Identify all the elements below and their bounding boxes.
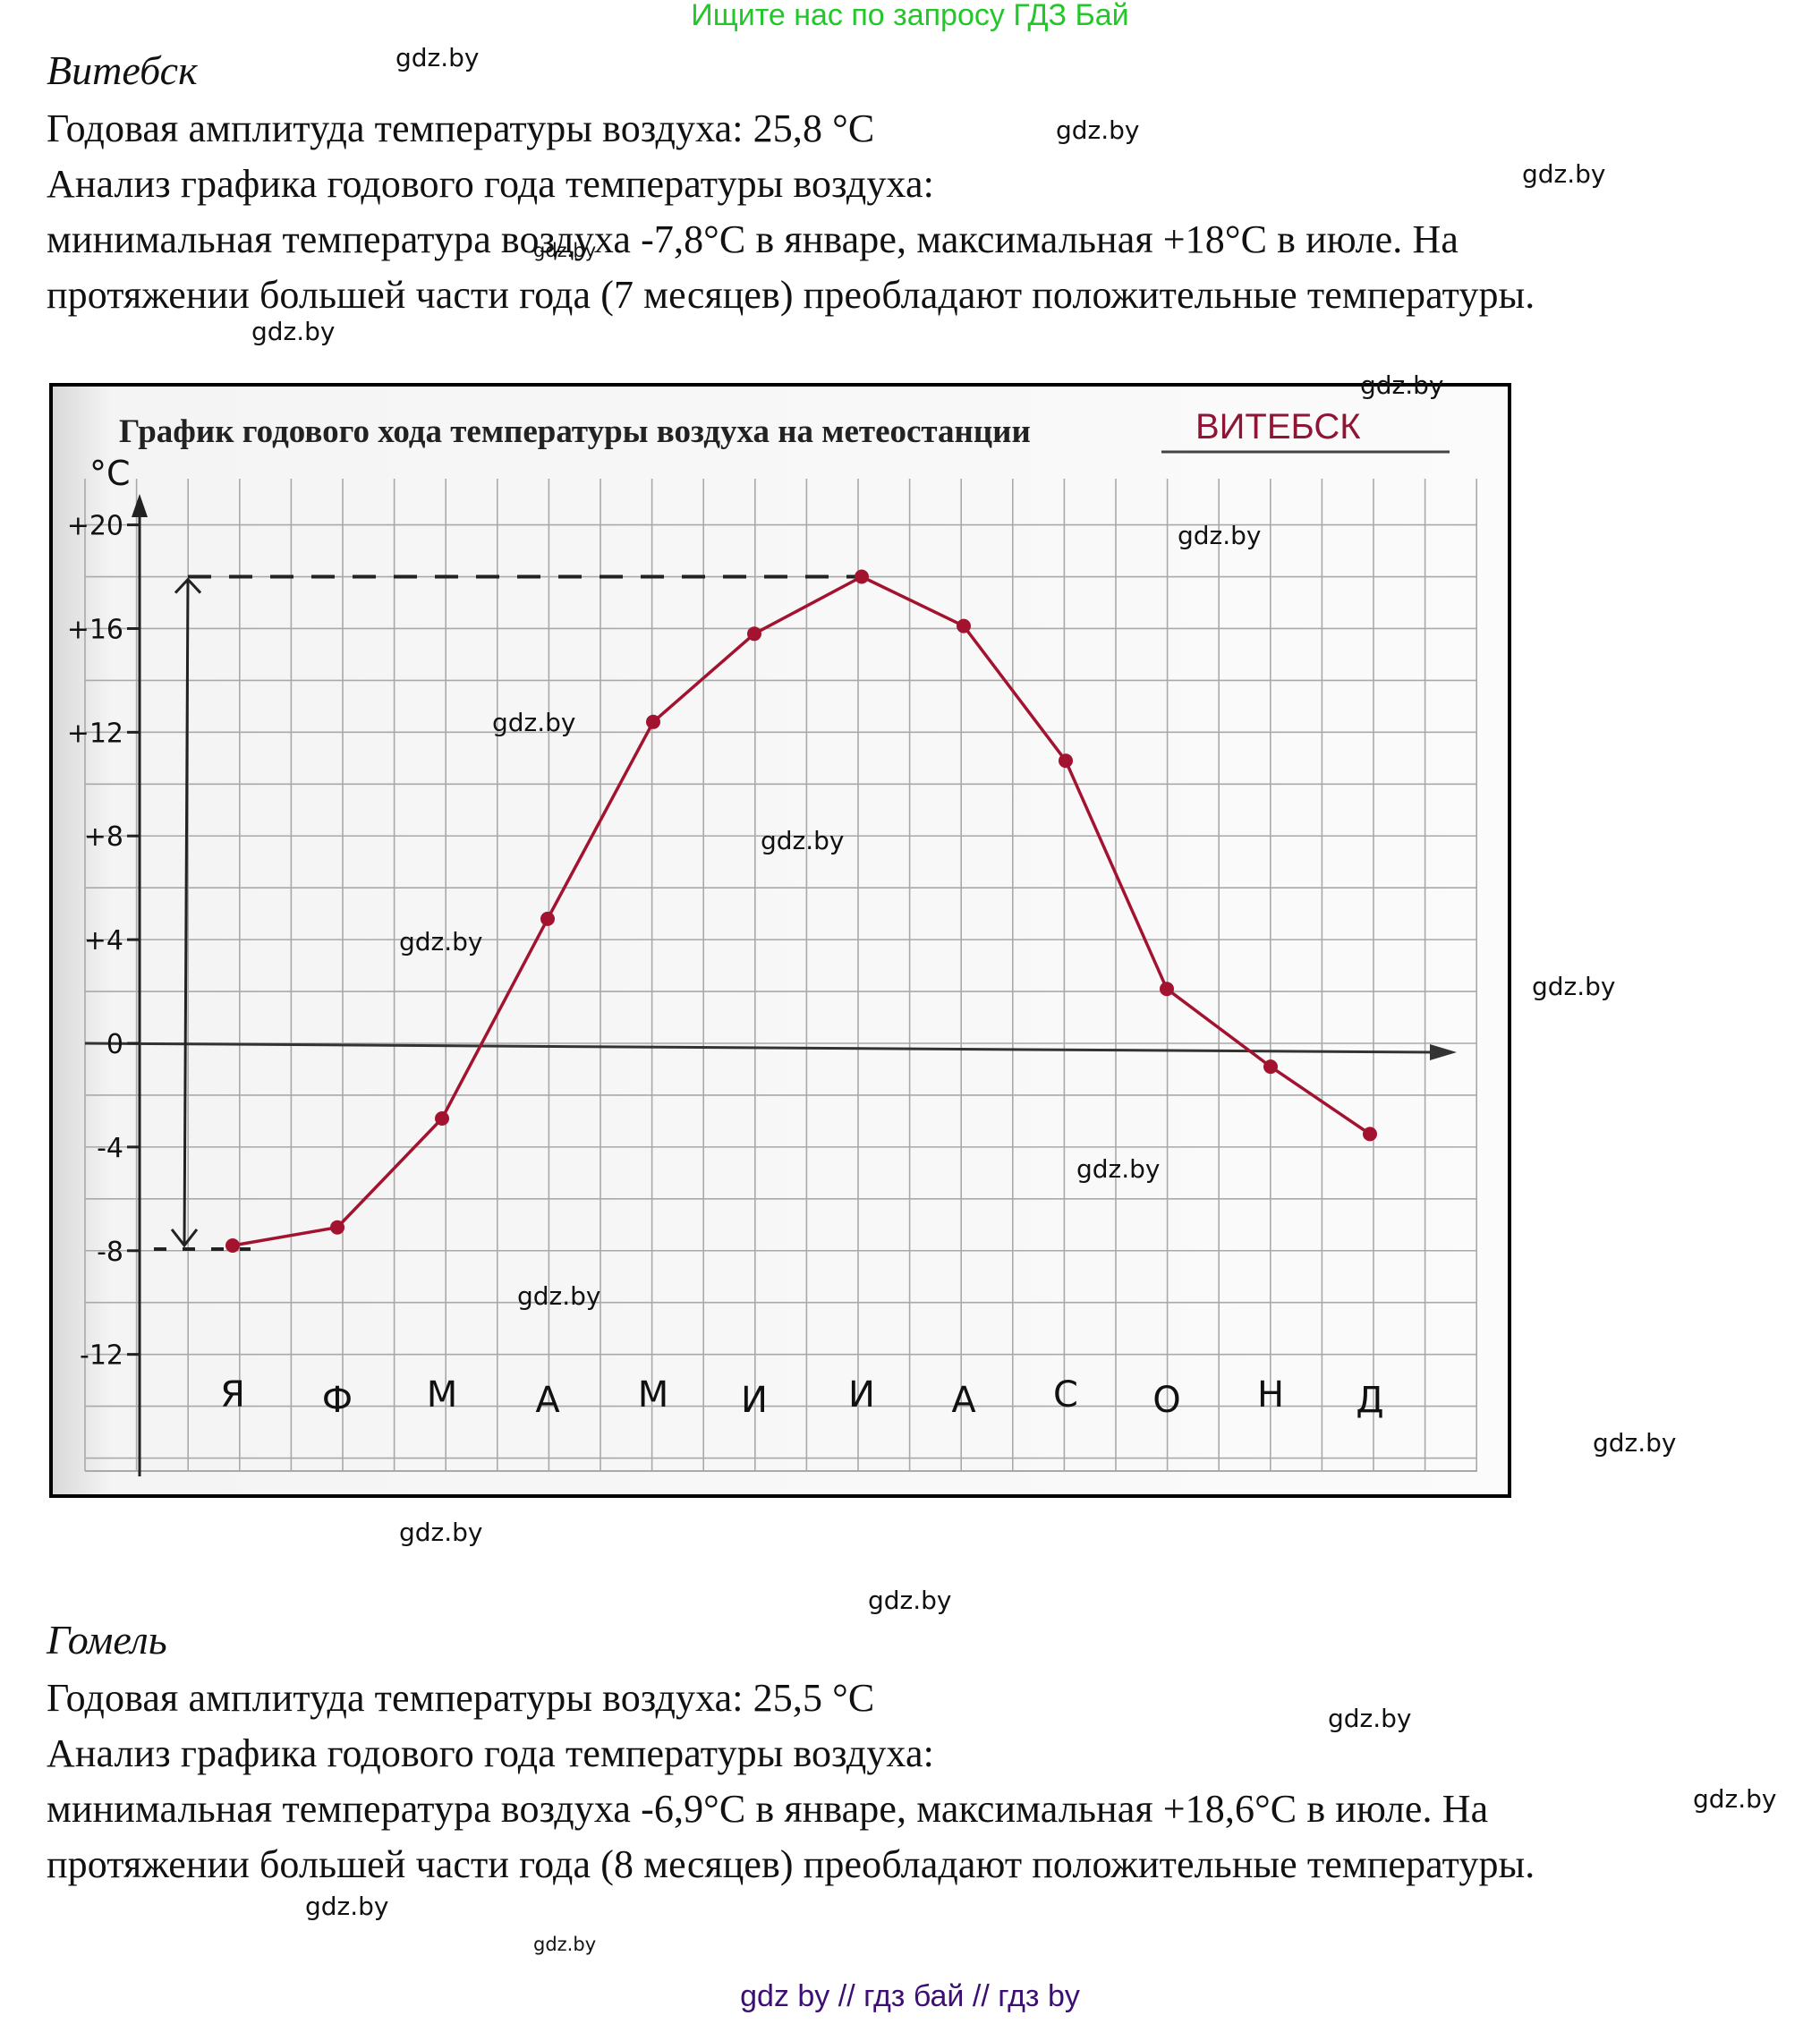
chart-axes [84,494,1457,1476]
x-month-label: Ф [322,1380,353,1421]
amplitude-annotation [154,574,862,1251]
analysis-line-2-vitebsk: протяжении большей части года (7 месяцев… [47,273,1535,317]
amplitude-arrow-line [183,580,190,1246]
x-month-label: А [951,1380,976,1421]
watermark-text: gdz.by [399,1518,483,1547]
watermark-text: gdz.by [868,1586,952,1615]
data-point-marker [1160,982,1174,997]
y-tick-label: +8 [84,821,123,853]
temperature-line [232,574,1371,1247]
x-month-label: С [1053,1374,1078,1416]
y-axis-ticks: +20 +16 +12 +8 +4 0 -4 -8 -12 [67,511,140,1372]
watermark-text: gdz.by [1522,159,1606,189]
x-month-label: Я [220,1374,245,1416]
data-point-marker [957,618,971,634]
chart-grid [84,479,1477,1472]
watermark-text: gdz.by [1056,115,1140,145]
y-tick-label: +12 [67,718,123,749]
y-tick-label: -12 [80,1340,123,1372]
watermark-text: gdz.by [517,1281,601,1311]
watermark-text: gdz.by [1593,1428,1677,1458]
data-point-marker [1263,1059,1278,1075]
x-month-label: М [427,1374,458,1416]
y-tick-label: +20 [67,511,123,542]
watermark-text: gdz.by [1693,1784,1777,1814]
y-axis-arrow-icon [132,494,148,517]
x-month-label: И [848,1374,875,1416]
y-tick-label: -8 [97,1237,123,1268]
watermark-text: gdz.by [1532,972,1616,1001]
footer-site-links[interactable]: gdz by // гдз бай // гдз by [740,1979,1080,2013]
y-tick-label: 0 [106,1029,123,1060]
x-month-label: М [638,1374,669,1416]
data-point-marker [330,1220,344,1235]
watermark-text: gdz.by [395,43,480,72]
watermark-text: gdz.by [1178,521,1262,550]
watermark-text: gdz.by [251,317,336,346]
data-point-marker [435,1111,449,1126]
x-month-label: Д [1356,1380,1383,1421]
y-tick-label: +4 [84,925,123,957]
watermark-text: gdz.by [533,240,597,261]
chart-station-label: ВИТЕБСК [1195,407,1361,446]
analysis-line-1-gomel: минимальная температура воздуха -6,9°С в… [47,1787,1489,1831]
data-point-marker [1363,1127,1377,1142]
analysis-heading-vitebsk: Анализ графика годового года температуры… [47,162,934,206]
city-heading-gomel: Гомель [47,1617,167,1663]
data-point-marker [855,569,869,584]
data-point-marker [1059,753,1073,769]
amplitude-line-vitebsk: Годовая амплитуда температуры воздуха: 2… [47,106,875,150]
watermark-text: gdz.by [305,1892,389,1921]
data-point-marker [540,911,555,926]
amplitude-line-gomel: Годовая амплитуда температуры воздуха: 2… [47,1676,875,1720]
data-point-marker [747,626,761,642]
y-tick-label: +16 [67,614,123,645]
watermark-text: gdz.by [761,826,845,855]
x-month-label: И [741,1380,768,1421]
watermark-text: gdz.by [1360,370,1444,400]
temperature-chart: График годового хода температуры воздуха… [53,387,1508,1494]
watermark-text: gdz.by [399,927,483,957]
arrow-down-icon [170,1229,199,1248]
y-axis-unit: °С [89,454,131,493]
x-month-label: О [1152,1380,1180,1421]
temperature-series [225,569,1377,1253]
x-axis-arrow-icon [1430,1044,1457,1060]
watermark-text: gdz.by [533,1934,597,1955]
data-point-marker [646,714,660,729]
city-heading-vitebsk: Витебск [47,47,198,93]
chart-title: График годового хода температуры воздуха… [119,413,1031,450]
x-axis-line [84,1042,1437,1054]
x-month-label: Н [1257,1374,1284,1416]
x-month-label: А [535,1380,560,1421]
analysis-line-1-vitebsk: минимальная температура воздуха -7,8°С в… [47,217,1459,261]
analysis-line-2-gomel: протяжении большей части года (8 месяцев… [47,1842,1535,1886]
arrow-up-icon [174,577,202,594]
y-tick-label: -4 [97,1133,123,1164]
analysis-heading-gomel: Анализ графика годового года температуры… [47,1731,934,1775]
watermark-text: gdz.by [1076,1154,1161,1184]
watermark-text: gdz.by [1328,1704,1412,1733]
site-search-hint: Ищите нас по запросу ГДЗ Бай [691,0,1129,32]
watermark-text: gdz.by [492,708,576,737]
data-point-marker [225,1238,240,1253]
